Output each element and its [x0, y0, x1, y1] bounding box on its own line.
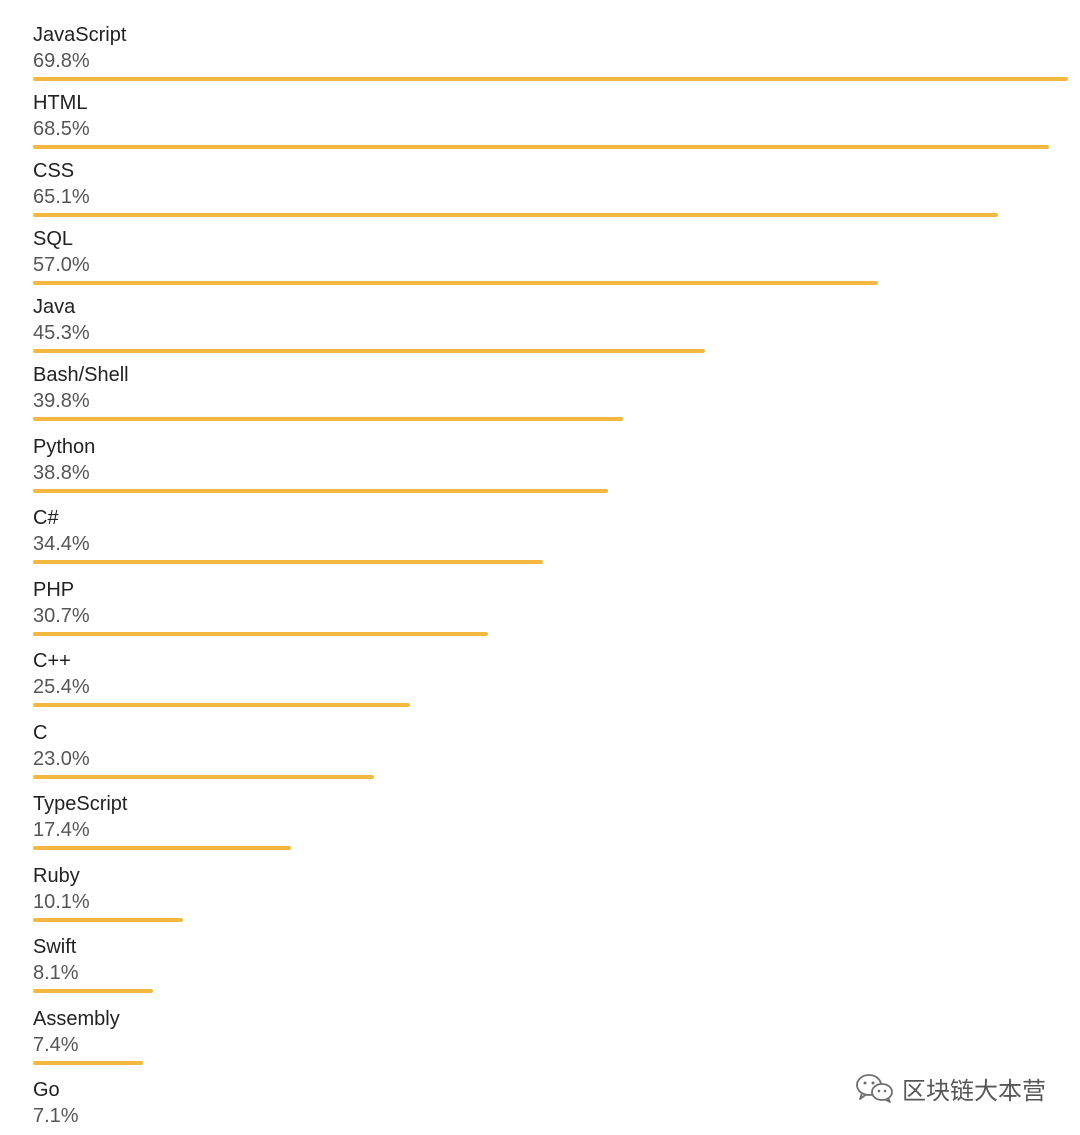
bar — [33, 774, 374, 779]
bar — [33, 1060, 143, 1065]
value-label: 25.4% — [33, 676, 90, 698]
value-label: 39.8% — [33, 390, 90, 412]
bar — [33, 917, 183, 922]
value-label: 23.0% — [33, 747, 90, 770]
category-label: C — [33, 721, 48, 744]
category-label: HTML — [33, 92, 88, 114]
category-label: TypeScript — [33, 793, 128, 815]
category-label: Swift — [33, 936, 77, 958]
value-label: 69.8% — [33, 50, 90, 72]
category-label: Python — [33, 435, 96, 458]
value-label: 34.4% — [33, 533, 90, 555]
bar — [33, 349, 705, 353]
category-label: Ruby — [33, 864, 80, 887]
category-label: JavaScript — [33, 24, 127, 46]
wechat-icon — [854, 1072, 896, 1109]
value-label: 7.1% — [33, 1105, 79, 1127]
category-label: CSS — [33, 160, 75, 182]
bar — [33, 145, 1049, 149]
bar — [33, 989, 153, 993]
watermark: 区块链大本营 — [854, 1072, 1046, 1109]
category-label: Java — [33, 296, 76, 318]
value-label: 57.0% — [33, 254, 90, 276]
value-label: 30.7% — [33, 604, 90, 627]
bar — [33, 846, 291, 850]
category-label: SQL — [33, 228, 74, 250]
value-label: 8.1% — [33, 962, 79, 984]
category-label: C++ — [33, 650, 71, 672]
bar — [33, 281, 878, 285]
value-label: 45.3% — [33, 322, 90, 344]
category-label: C# — [33, 507, 59, 529]
value-label: 7.4% — [33, 1033, 79, 1056]
bar — [33, 703, 410, 707]
watermark-text: 区块链大本营 — [902, 1076, 1046, 1105]
bar — [33, 631, 488, 636]
value-label: 17.4% — [33, 819, 90, 841]
category-label: PHP — [33, 578, 75, 601]
value-label: 10.1% — [33, 890, 90, 913]
category-label: Assembly — [33, 1007, 120, 1030]
bar — [33, 213, 998, 217]
value-label: 38.8% — [33, 461, 90, 484]
bar — [33, 560, 543, 564]
bar — [33, 77, 1068, 81]
value-label: 65.1% — [33, 186, 90, 208]
category-label: Bash/Shell — [33, 364, 129, 386]
value-label: 68.5% — [33, 118, 90, 140]
bar — [33, 417, 623, 421]
category-label: Go — [33, 1079, 60, 1101]
bar — [33, 488, 608, 493]
